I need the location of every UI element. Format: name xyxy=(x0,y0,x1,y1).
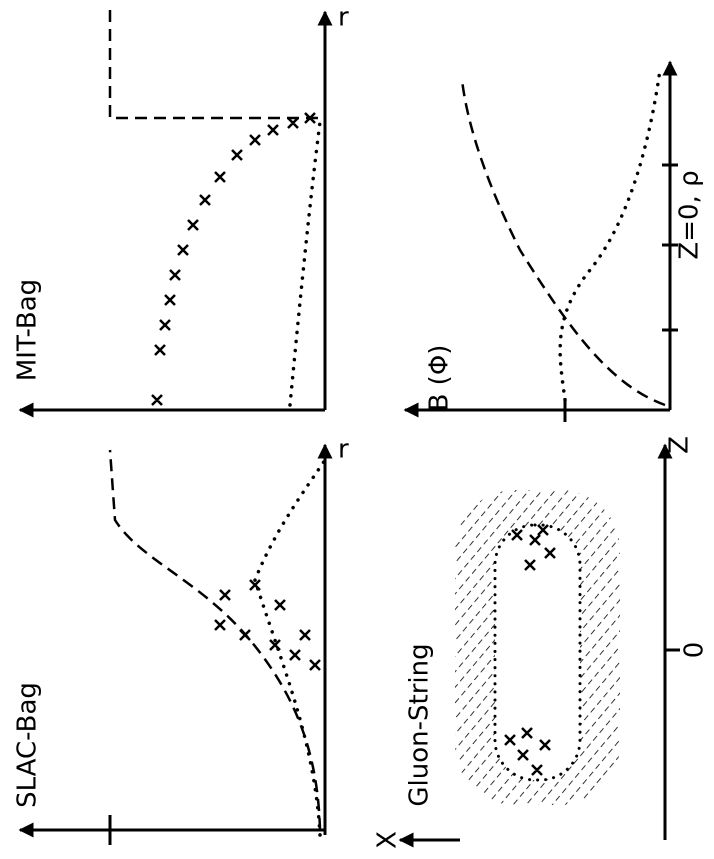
field-panel: B (Φ) Z=0, ρ xyxy=(405,62,705,422)
panel-title: Gluon-String xyxy=(405,643,435,806)
dashed-curve xyxy=(110,10,325,118)
figure: SLAC-Bag r MIT-Bag r B (Φ) Z=0, ρ xyxy=(0,0,714,859)
crosses xyxy=(152,113,315,405)
axis-label: r xyxy=(338,435,349,465)
mit-panel: MIT-Bag r xyxy=(13,3,350,411)
panel-title: B (Φ) xyxy=(425,345,455,412)
panel-title: MIT-Bag xyxy=(13,279,43,381)
axis-label: Z xyxy=(665,436,695,454)
panel-title: SLAC-Bag xyxy=(13,682,43,808)
axis-label: Z=0, ρ xyxy=(675,170,705,259)
axis-label: X xyxy=(373,831,403,849)
crosses xyxy=(215,580,320,670)
dotted-curve xyxy=(560,70,660,400)
dotted-curve xyxy=(290,122,320,405)
tick-label: 0 xyxy=(680,642,710,659)
gluon-panel: Gluon-String X Z 0 xyxy=(373,436,710,849)
dashed-curve xyxy=(110,450,320,830)
dotted-curve xyxy=(255,460,325,835)
slac-panel: SLAC-Bag r xyxy=(13,435,350,846)
dashed-curve xyxy=(462,80,665,405)
axis-label: r xyxy=(338,3,349,33)
